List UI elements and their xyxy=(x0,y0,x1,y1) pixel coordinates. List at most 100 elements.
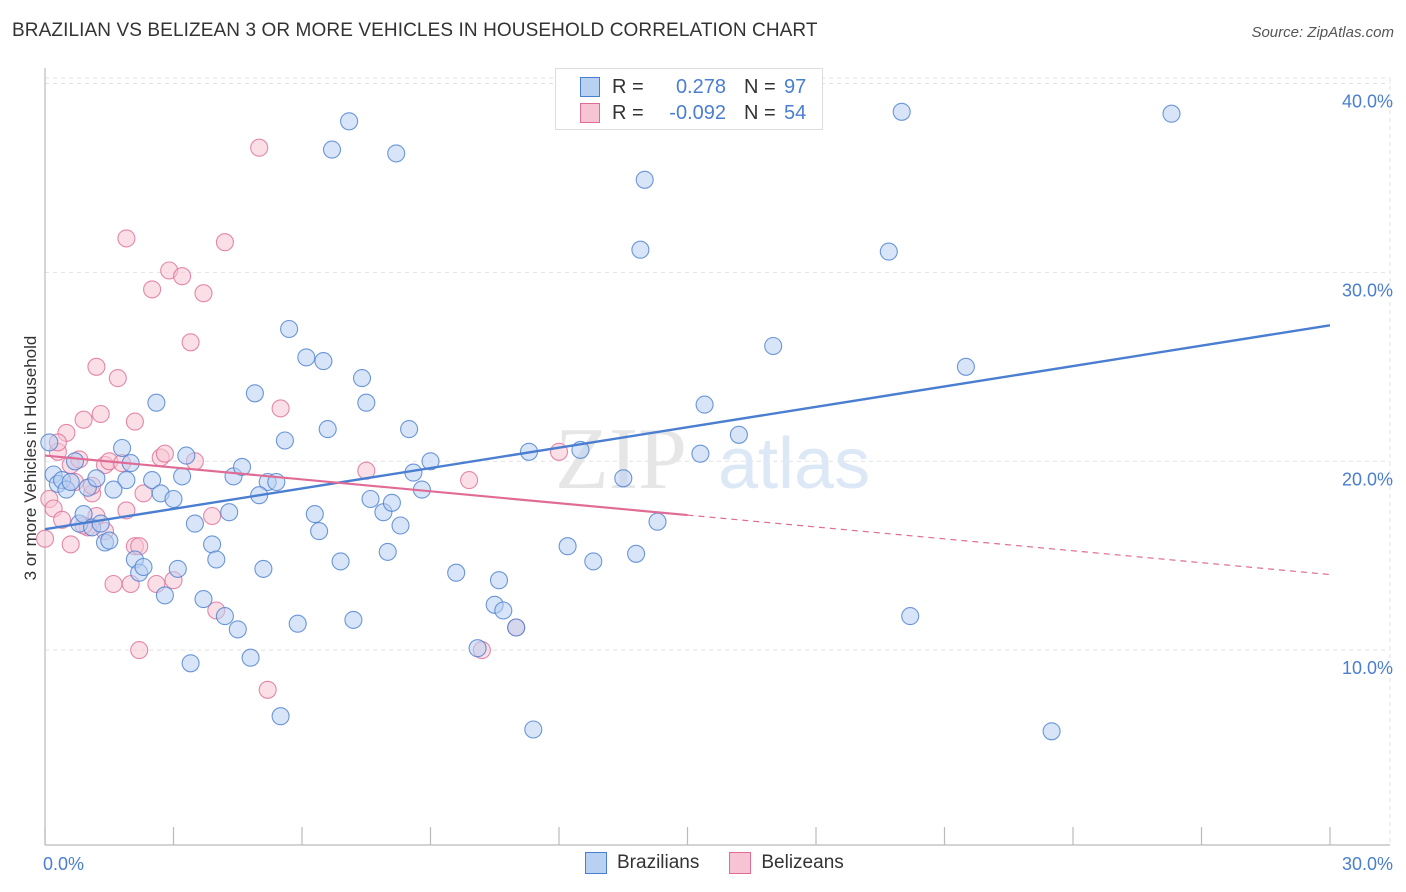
brazilians-point-50[interactable] xyxy=(314,352,333,371)
legend-item-brazilians[interactable]: Brazilians xyxy=(585,852,699,874)
brazilians-point-28[interactable] xyxy=(185,514,204,533)
belizeans-point-33[interactable] xyxy=(194,284,213,303)
brazilians-point-12[interactable] xyxy=(91,514,110,533)
brazilians-point-48[interactable] xyxy=(305,505,324,524)
belizeans-point-39[interactable] xyxy=(271,399,290,418)
brazilians-point-39[interactable] xyxy=(245,384,264,403)
brazilians-point-46[interactable] xyxy=(288,614,307,633)
brazilians-point-44[interactable] xyxy=(275,431,294,450)
belizeans-point-36[interactable] xyxy=(215,233,234,252)
belizeans-point-37[interactable] xyxy=(250,138,269,157)
brazilians-point-15[interactable] xyxy=(113,438,132,458)
brazilians-point-21[interactable] xyxy=(147,393,166,412)
brazilians-point-32[interactable] xyxy=(207,550,226,569)
brazilians-point-89[interactable] xyxy=(892,102,911,121)
brazilians-point-24[interactable] xyxy=(164,489,183,509)
belizeans-point-13[interactable] xyxy=(91,404,110,424)
belizeans-point-4[interactable] xyxy=(53,510,72,529)
brazilians-point-84[interactable] xyxy=(729,425,748,444)
brazilians-point-47[interactable] xyxy=(297,348,316,367)
brazilians-point-26[interactable] xyxy=(177,446,196,465)
brazilians-point-45[interactable] xyxy=(280,319,299,339)
belizeans-point-38[interactable] xyxy=(258,680,277,699)
legend-item-belizeans[interactable]: Belizeans xyxy=(729,852,844,874)
brazilians-point-31[interactable] xyxy=(203,535,222,554)
brazilians-point-88[interactable] xyxy=(956,357,975,376)
brazilians-point-91[interactable] xyxy=(1162,104,1181,123)
belizeans-point-12[interactable] xyxy=(87,357,106,376)
brazilians-point-90[interactable] xyxy=(1042,722,1061,741)
brazilians-point-53[interactable] xyxy=(331,552,350,571)
brazilians-point-52[interactable] xyxy=(322,140,342,159)
brazilians-point-55[interactable] xyxy=(344,610,363,629)
brazilians-point-67[interactable] xyxy=(468,639,487,658)
belizeans-point-41[interactable] xyxy=(61,535,80,554)
brazilians-point-79[interactable] xyxy=(631,240,650,259)
brazilians-point-62[interactable] xyxy=(387,144,406,163)
brazilians-point-51[interactable] xyxy=(318,420,337,439)
brazilians-point-56[interactable] xyxy=(352,369,372,388)
brazilians-point-54[interactable] xyxy=(340,112,359,131)
belizeans-series xyxy=(35,138,569,699)
brazilians-point-70[interactable] xyxy=(494,601,513,620)
brazilians-point-72[interactable] xyxy=(524,720,543,739)
brazilians-point-27[interactable] xyxy=(181,654,200,673)
brazilians-point-14[interactable] xyxy=(100,531,119,550)
brazilians-point-11[interactable] xyxy=(87,469,106,488)
belizeans-point-19[interactable] xyxy=(117,229,136,248)
belizeans-point-31[interactable] xyxy=(181,333,200,352)
brazilians-point-38[interactable] xyxy=(241,648,260,667)
brazilians-point-66[interactable] xyxy=(447,563,466,582)
brazilians-point-16[interactable] xyxy=(117,471,136,490)
belizeans-point-0[interactable] xyxy=(35,529,55,548)
brazilians-point-74[interactable] xyxy=(558,537,577,556)
brazilians-point-6[interactable] xyxy=(65,452,85,471)
brazilians-point-82[interactable] xyxy=(691,444,710,463)
belizeans-point-34[interactable] xyxy=(203,506,222,526)
brazilians-point-29[interactable] xyxy=(173,467,192,486)
brazilians-point-40[interactable] xyxy=(254,559,273,578)
brazilians-point-85[interactable] xyxy=(764,336,783,356)
brazilians-point-63[interactable] xyxy=(391,516,410,535)
brazilians-point-20[interactable] xyxy=(143,471,162,490)
belizeans-point-17[interactable] xyxy=(108,369,127,388)
belizeans-point-30[interactable] xyxy=(173,267,192,286)
brazilians-point-60[interactable] xyxy=(378,542,397,561)
belizeans-point-22[interactable] xyxy=(130,641,149,660)
brazilians-point-61[interactable] xyxy=(382,493,401,512)
brazilians-point-86[interactable] xyxy=(879,242,898,261)
brazilians-point-77[interactable] xyxy=(614,469,633,488)
brazilians-point-19[interactable] xyxy=(134,557,153,577)
brazilians-point-5[interactable] xyxy=(61,472,80,492)
brazilians-point-83[interactable] xyxy=(695,395,714,414)
belizeans-point-44[interactable] xyxy=(125,412,144,431)
brazilians-point-23[interactable] xyxy=(155,586,174,605)
brazilians-point-76[interactable] xyxy=(584,552,603,571)
brazilians-point-78[interactable] xyxy=(627,544,646,563)
brazilians-point-58[interactable] xyxy=(361,489,380,509)
brazilians-point-0[interactable] xyxy=(40,433,59,452)
brazilians-point-43[interactable] xyxy=(271,707,290,726)
brazilians-point-34[interactable] xyxy=(220,503,239,522)
brazilians-point-57[interactable] xyxy=(357,393,376,412)
brazilians-point-71[interactable] xyxy=(507,618,526,637)
brazilians-point-49[interactable] xyxy=(310,522,329,541)
belizeans-point-27[interactable] xyxy=(155,444,174,463)
brazilians-point-30[interactable] xyxy=(194,590,213,609)
brazilians-point-36[interactable] xyxy=(228,620,247,639)
brazilians-point-64[interactable] xyxy=(400,420,419,439)
n-label: N = xyxy=(744,75,776,98)
brazilians-point-87[interactable] xyxy=(901,607,920,626)
brazilians-point-81[interactable] xyxy=(648,512,667,531)
brazilians-point-37[interactable] xyxy=(232,457,252,476)
belizeans-point-24[interactable] xyxy=(143,280,162,299)
brazilians-point-96[interactable] xyxy=(421,452,440,471)
belizeans-point-16[interactable] xyxy=(104,574,123,594)
brazilians-point-80[interactable] xyxy=(635,170,654,189)
brazilians-point-92[interactable] xyxy=(104,480,123,499)
brazilians-point-69[interactable] xyxy=(489,571,509,590)
belizeans-point-9[interactable] xyxy=(74,410,93,429)
brazilians-point-33[interactable] xyxy=(215,607,234,626)
belizeans-point-51[interactable] xyxy=(460,471,479,490)
brazilians-point-25[interactable] xyxy=(168,559,187,578)
